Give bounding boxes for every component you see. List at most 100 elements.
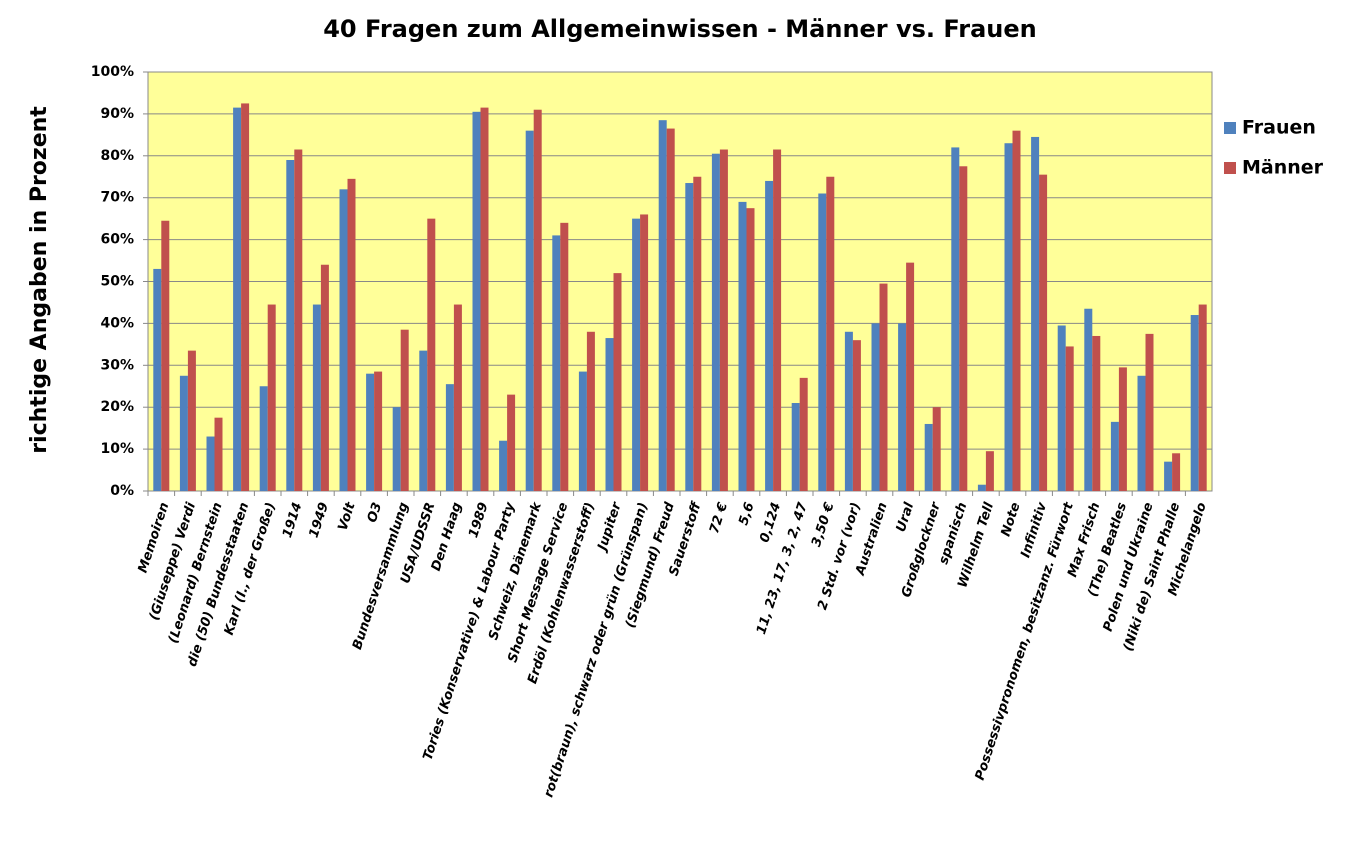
bar: [791, 403, 800, 491]
bar: [951, 147, 960, 492]
bar: [826, 176, 835, 491]
bar: [959, 166, 968, 491]
bar: [214, 417, 223, 491]
bar: [241, 103, 250, 492]
bar: [773, 149, 782, 491]
bar: [799, 377, 808, 491]
x-tick-label: 72 €: [707, 501, 731, 536]
x-tick-label: 0,124: [757, 501, 784, 545]
bar: [586, 331, 595, 491]
bar: [685, 183, 694, 491]
x-tick-label: Note: [999, 501, 1024, 539]
x-tick-label: Ural: [894, 500, 918, 534]
bar: [533, 109, 542, 492]
y-tick-label: 50%: [100, 274, 134, 290]
bar: [453, 304, 462, 491]
x-tick-label: Jupiter: [594, 499, 625, 555]
bar: [294, 149, 303, 491]
bar: [320, 264, 329, 491]
bar: [153, 268, 162, 491]
bar: [286, 159, 295, 492]
bar: [711, 153, 720, 491]
y-tick-label: 0%: [110, 483, 134, 499]
bar: [924, 423, 933, 491]
bar: [1084, 308, 1093, 491]
bar: [906, 262, 915, 491]
legend-swatch: [1224, 122, 1236, 134]
bar: [719, 149, 728, 491]
bar: [161, 220, 170, 491]
y-tick-label: 100%: [91, 64, 134, 80]
bar: [632, 218, 641, 491]
chart-title: 40 Fragen zum Allgemeinwissen - Männer v…: [323, 15, 1037, 43]
bar: [578, 371, 587, 491]
bar: [605, 338, 614, 491]
x-tick-label: Volt: [335, 500, 358, 533]
y-tick-label: 40%: [100, 315, 134, 331]
bar: [977, 484, 986, 491]
bar: [560, 222, 569, 491]
bar: [1118, 367, 1127, 491]
bar: [427, 218, 436, 491]
bar: [1004, 143, 1013, 492]
bar: [366, 373, 375, 491]
bar: [267, 304, 276, 491]
bar: [507, 394, 516, 491]
bar: [640, 214, 649, 491]
bar: [419, 350, 428, 491]
bar: [844, 331, 853, 491]
bar: [693, 176, 702, 491]
bar: [312, 304, 321, 491]
y-tick-label: 90%: [100, 106, 134, 122]
bar: [400, 329, 409, 491]
bar: [1164, 461, 1173, 491]
bar: [658, 120, 667, 491]
x-tick-label: 1989: [466, 501, 491, 540]
bar: [1039, 174, 1048, 491]
bar: [187, 350, 196, 491]
y-tick-label: 80%: [100, 148, 134, 164]
bar: [1110, 421, 1119, 491]
y-tick-label: 10%: [100, 441, 134, 457]
x-tick-label: 11, 23, 17, 3, 2, 47: [754, 500, 811, 637]
bar: [472, 111, 481, 492]
bar: [666, 128, 675, 491]
bar: [445, 384, 454, 491]
x-tick-label: O3: [365, 501, 385, 525]
bar: [259, 386, 268, 491]
legend-swatch: [1224, 162, 1236, 174]
bar: [1057, 325, 1066, 491]
bar: [1137, 375, 1146, 491]
bar: [374, 371, 383, 491]
bar: [985, 451, 994, 491]
y-tick-label: 70%: [100, 190, 134, 206]
bar: [746, 208, 755, 492]
bar: [1012, 130, 1021, 491]
y-tick-label: 30%: [100, 357, 134, 373]
bar: [818, 193, 827, 491]
bar: [1145, 333, 1154, 491]
bar: [233, 107, 242, 492]
bar: [613, 273, 622, 491]
x-tick-label: 1949: [307, 501, 332, 540]
bar: [1198, 304, 1207, 491]
legend-label: Frauen: [1242, 117, 1316, 139]
bar: [499, 440, 508, 491]
bar: [179, 375, 188, 491]
x-tick-label: 3,50 €: [809, 501, 837, 549]
bar: [879, 283, 888, 491]
bar: [339, 189, 348, 491]
legend-label: Männer: [1242, 157, 1324, 179]
y-axis-label: richtige Angaben in Prozent: [27, 106, 52, 454]
bar: [852, 340, 861, 491]
y-tick-label: 60%: [100, 232, 134, 248]
bar: [552, 235, 561, 491]
bar: [525, 130, 534, 491]
bar: [871, 323, 880, 491]
bar: [1031, 136, 1040, 491]
bar: [1190, 315, 1199, 491]
bar: [347, 178, 356, 491]
bar: [738, 201, 747, 491]
bar: [206, 436, 215, 491]
